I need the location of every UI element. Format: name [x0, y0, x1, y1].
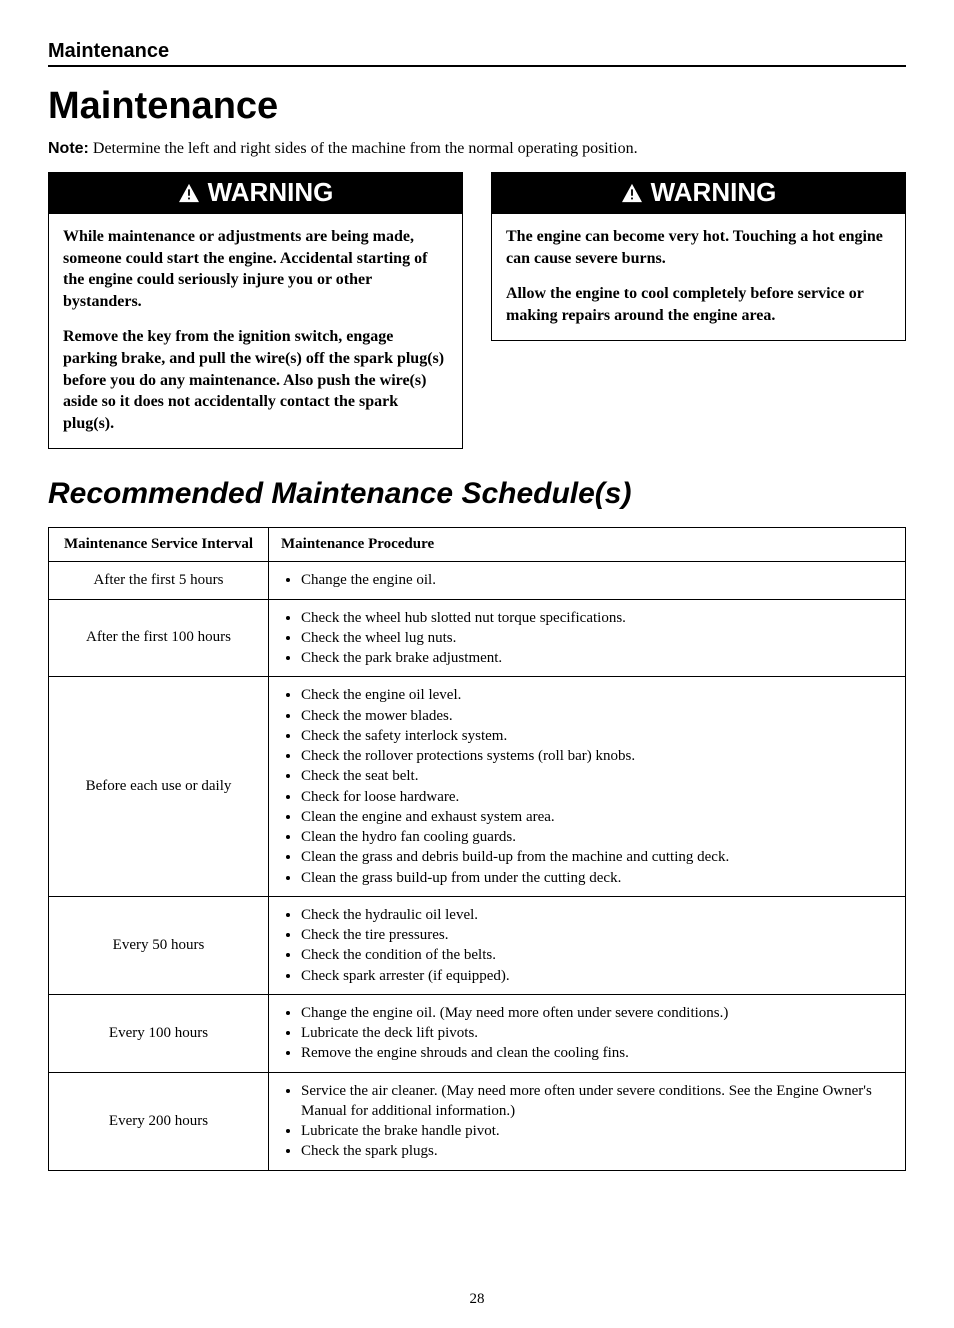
- procedure-cell: Change the engine oil.: [269, 562, 906, 599]
- warning-header: WARNING: [492, 173, 905, 214]
- warning-box: WARNING The engine can become very hot. T…: [491, 172, 906, 341]
- section-header: Maintenance: [48, 40, 906, 67]
- table-row: Every 100 hours Change the engine oil. (M…: [49, 994, 906, 1072]
- table-row: Every 50 hoursCheck the hydraulic oil le…: [49, 896, 906, 994]
- procedure-cell: Check the wheel hub slotted nut torque s…: [269, 599, 906, 677]
- procedure-list: Service the air cleaner. (May need more …: [279, 1081, 895, 1162]
- warning-paragraph: Remove the key from the ignition switch,…: [63, 326, 448, 434]
- table-row: Before each use or dailyCheck the engine…: [49, 677, 906, 897]
- procedure-item: Check the safety interlock system.: [301, 726, 895, 746]
- maintenance-table-body: After the first 5 hours Change the engine…: [49, 562, 906, 1170]
- procedure-item: Check for loose hardware.: [301, 787, 895, 807]
- procedure-item: Check the condition of the belts.: [301, 945, 895, 965]
- interval-cell: Every 100 hours: [49, 994, 269, 1072]
- procedure-item: Check spark arrester (if equipped).: [301, 966, 895, 986]
- warning-label: WARNING: [651, 177, 777, 208]
- table-row: Every 200 hours Service the air cleaner. …: [49, 1072, 906, 1170]
- procedure-item: Check the wheel hub slotted nut torque s…: [301, 608, 895, 628]
- procedure-list: Change the engine oil. (May need more of…: [279, 1003, 895, 1064]
- warning-paragraph: The engine can become very hot. Touching…: [506, 226, 891, 269]
- warning-paragraph: While maintenance or adjustments are bei…: [63, 226, 448, 312]
- note-label: Note:: [48, 140, 89, 157]
- procedure-item: Change the engine oil.: [301, 570, 895, 590]
- page-number: 28: [48, 1291, 906, 1308]
- procedure-cell: Change the engine oil. (May need more of…: [269, 994, 906, 1072]
- warning-header: WARNING: [49, 173, 462, 214]
- procedure-item: Service the air cleaner. (May need more …: [301, 1081, 895, 1122]
- procedure-item: Check the mower blades.: [301, 706, 895, 726]
- procedure-list: Check the hydraulic oil level.Check the …: [279, 905, 895, 986]
- procedure-item: Check the tire pressures.: [301, 925, 895, 945]
- warning-body: While maintenance or adjustments are bei…: [49, 214, 462, 448]
- table-header-procedure: Maintenance Procedure: [269, 528, 906, 562]
- note-text: Determine the left and right sides of th…: [93, 140, 638, 157]
- warning-body: The engine can become very hot. Touching…: [492, 214, 905, 340]
- procedure-item: Lubricate the brake handle pivot.: [301, 1121, 895, 1141]
- warning-box: WARNING While maintenance or adjustments …: [48, 172, 463, 449]
- interval-cell: Every 50 hours: [49, 896, 269, 994]
- schedule-heading: Recommended Maintenance Schedule(s): [48, 477, 906, 511]
- warnings-row: WARNING While maintenance or adjustments …: [48, 172, 906, 449]
- procedure-item: Check the engine oil level.: [301, 685, 895, 705]
- interval-cell: Before each use or daily: [49, 677, 269, 897]
- procedure-item: Check the hydraulic oil level.: [301, 905, 895, 925]
- warning-paragraph: Allow the engine to cool completely befo…: [506, 283, 891, 326]
- table-row: After the first 100 hours Check the wheel…: [49, 599, 906, 677]
- procedure-item: Change the engine oil. (May need more of…: [301, 1003, 895, 1023]
- procedure-item: Remove the engine shrouds and clean the …: [301, 1043, 895, 1063]
- procedure-item: Clean the grass build-up from under the …: [301, 868, 895, 888]
- procedure-cell: Service the air cleaner. (May need more …: [269, 1072, 906, 1170]
- procedure-item: Check the spark plugs.: [301, 1141, 895, 1161]
- table-row: After the first 5 hours Change the engine…: [49, 562, 906, 599]
- procedure-cell: Check the hydraulic oil level.Check the …: [269, 896, 906, 994]
- procedure-list: Check the wheel hub slotted nut torque s…: [279, 608, 895, 669]
- procedure-item: Clean the engine and exhaust system area…: [301, 807, 895, 827]
- maintenance-table: Maintenance Service Interval Maintenance…: [48, 527, 906, 1170]
- procedure-list: Change the engine oil.: [279, 570, 895, 590]
- procedure-item: Lubricate the deck lift pivots.: [301, 1023, 895, 1043]
- page-title: Maintenance: [48, 85, 906, 128]
- procedure-item: Check the rollover protections systems (…: [301, 746, 895, 766]
- warning-triangle-icon: [178, 183, 200, 203]
- warning-triangle-icon: [621, 183, 643, 203]
- interval-cell: After the first 100 hours: [49, 599, 269, 677]
- procedure-item: Clean the hydro fan cooling guards.: [301, 827, 895, 847]
- note-line: Note: Determine the left and right sides…: [48, 140, 906, 158]
- warning-label: WARNING: [208, 177, 334, 208]
- procedure-item: Check the seat belt.: [301, 766, 895, 786]
- procedure-list: Check the engine oil level.Check the mow…: [279, 685, 895, 888]
- interval-cell: After the first 5 hours: [49, 562, 269, 599]
- procedure-item: Clean the grass and debris build-up from…: [301, 847, 895, 867]
- procedure-item: Check the park brake adjustment.: [301, 648, 895, 668]
- procedure-item: Check the wheel lug nuts.: [301, 628, 895, 648]
- table-header-interval: Maintenance Service Interval: [49, 528, 269, 562]
- procedure-cell: Check the engine oil level.Check the mow…: [269, 677, 906, 897]
- interval-cell: Every 200 hours: [49, 1072, 269, 1170]
